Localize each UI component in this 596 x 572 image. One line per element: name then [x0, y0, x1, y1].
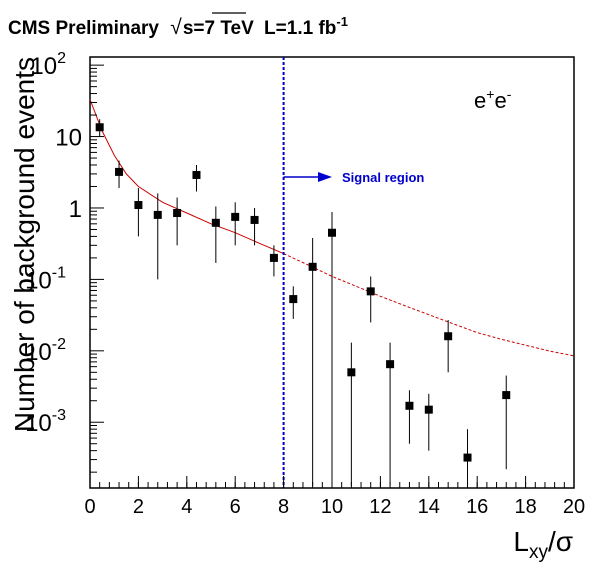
point-marker [366, 287, 375, 296]
data-point [211, 206, 220, 263]
data-point [386, 342, 395, 486]
data-point [424, 393, 433, 451]
title-sqrt-symbol: √ [170, 16, 182, 39]
y-tick-label: 10-2 [25, 336, 66, 366]
channel-label: e+e- [474, 86, 512, 113]
data-point [366, 276, 375, 323]
x-tick-label: 10 [321, 496, 343, 518]
data-point [173, 197, 182, 246]
x-tick-label: 20 [563, 496, 585, 518]
data-point [502, 375, 511, 470]
x-tick-label: 6 [230, 496, 241, 518]
data-point [328, 211, 336, 486]
x-tick-label: 18 [514, 496, 536, 518]
x-tick-label: 12 [369, 496, 391, 518]
data-point [153, 193, 162, 280]
data-point [95, 119, 104, 137]
data-point [463, 429, 472, 486]
chart-title: CMS Preliminary √s=7 TeV L=1.1 fb-1 [8, 14, 348, 39]
point-marker [134, 201, 143, 210]
y-tick-label: 102 [30, 50, 66, 80]
data-point [347, 342, 356, 486]
point-marker [231, 212, 240, 221]
x-tick-label: 2 [133, 496, 144, 518]
point-marker [269, 253, 278, 262]
signal-region-label: Signal region [342, 170, 424, 185]
x-tick-label: 8 [278, 496, 289, 518]
data-point [231, 202, 240, 246]
point-marker [95, 123, 104, 132]
point-marker [192, 170, 201, 179]
point-marker [115, 167, 124, 176]
point-marker [405, 401, 414, 410]
point-marker [308, 262, 317, 271]
y-tick-label: 1 [69, 196, 82, 223]
point-marker [173, 209, 182, 218]
data-point [115, 160, 124, 189]
data-point [444, 320, 453, 373]
title-lumi-exponent: -1 [336, 14, 348, 29]
x-tick-label: 14 [418, 496, 440, 518]
point-marker [211, 218, 220, 227]
fit-curve-dashed [283, 253, 575, 357]
data-points-layer [95, 119, 511, 486]
signal-region-layer: Signal region [282, 57, 424, 488]
point-marker [250, 215, 259, 224]
point-marker [444, 332, 453, 341]
point-marker [463, 453, 472, 462]
signal-arrow-head [318, 172, 332, 182]
y-tick-label: 10 [55, 125, 82, 152]
y-tick-label: 10-3 [25, 407, 66, 437]
point-marker [328, 228, 336, 237]
data-point [289, 286, 298, 319]
point-marker [347, 368, 356, 377]
x-tick-label: 16 [466, 496, 488, 518]
data-point [250, 207, 259, 246]
axes-layer: 0 2 4 6 8 10 12 14 16 18 20 102 10 1 10-1 10-2 10-3 [25, 50, 585, 518]
data-point [405, 390, 414, 444]
title-experiment: CMS Preliminary [8, 18, 159, 39]
x-tick-label: 0 [84, 496, 95, 518]
point-marker [289, 295, 298, 304]
data-point [134, 188, 143, 237]
data-point [308, 237, 317, 486]
point-marker [502, 391, 511, 400]
point-marker [386, 360, 395, 369]
y-tick-label: 10-1 [25, 264, 66, 294]
point-marker [153, 210, 162, 219]
fit-curve-layer [89, 99, 575, 357]
point-marker [424, 405, 433, 414]
y-axis-label: Number of background events [9, 57, 40, 432]
fit-curve-solid [89, 99, 284, 255]
data-point [192, 164, 201, 192]
data-point [269, 245, 278, 277]
title-lumi: L=1.1 fb [264, 18, 336, 39]
title-energy: s=7 TeV [183, 18, 254, 39]
x-tick-label: 4 [181, 496, 192, 518]
x-axis-label: Lxy/σ [513, 526, 573, 563]
